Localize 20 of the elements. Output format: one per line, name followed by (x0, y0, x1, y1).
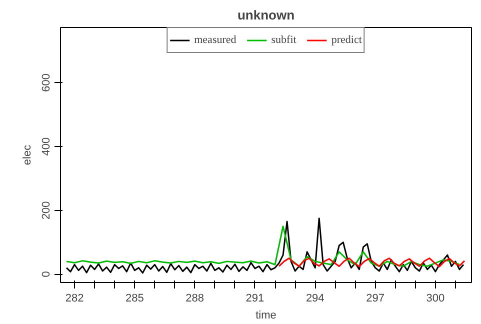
y-tick-label: 0 (40, 271, 52, 278)
legend-label: subfit (271, 34, 296, 46)
line-series (278, 257, 466, 268)
x-tick-label: 294 (306, 292, 324, 304)
x-tick-label: 285 (126, 292, 144, 304)
x-axis-title: time (256, 310, 276, 322)
y-axis-title: elec (22, 144, 34, 166)
y-tick-label: 600 (40, 74, 52, 92)
x-tick-label: 282 (65, 292, 84, 304)
chart-title: unknown (237, 8, 295, 22)
x-tick-label: 291 (246, 292, 264, 304)
x-tick-label: 300 (426, 292, 445, 304)
x-tick-label: 288 (186, 292, 204, 304)
legend-label: predict (331, 34, 362, 46)
line-series (66, 218, 464, 274)
y-tick-label: 400 (40, 137, 52, 156)
x-tick-label: 297 (366, 292, 384, 304)
legend-label: measured (194, 34, 236, 46)
y-tick-label: 200 (40, 201, 52, 220)
line-series (66, 226, 460, 267)
